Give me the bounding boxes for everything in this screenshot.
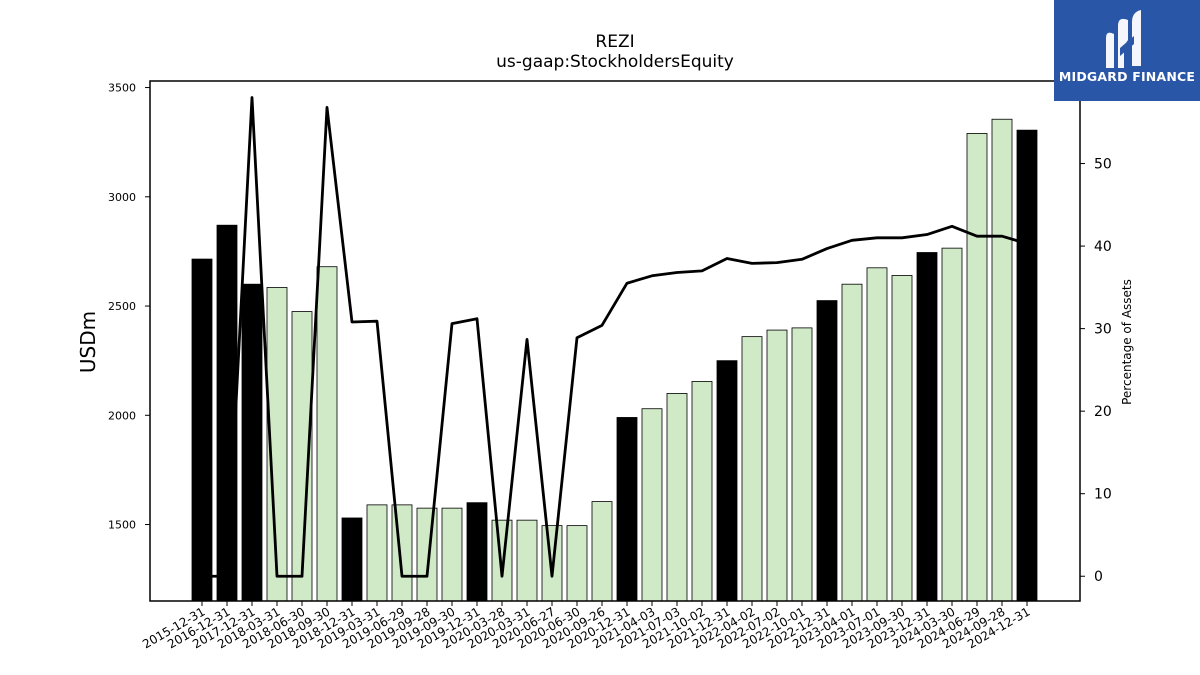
y-tick-label: 3000 [108, 191, 136, 204]
y2-tick-label: 10 [1094, 487, 1112, 503]
midgard-finance-logo: MIDGARD FINANCE [1054, 0, 1200, 101]
bar-2024-03-30 [941, 247, 963, 602]
y2-tick-label: 20 [1094, 404, 1112, 420]
y-tick-label: 3500 [108, 82, 136, 95]
bar-2018-09-30 [316, 266, 338, 602]
y-tick-label: 1500 [108, 519, 136, 532]
y2-tick-label: 50 [1094, 157, 1112, 173]
bar-2019-09-28 [416, 507, 438, 602]
y2-tick-label: 30 [1094, 322, 1112, 338]
chart-subtitle: us-gaap:StockholdersEquity [496, 52, 734, 72]
axes [149, 80, 1081, 602]
percentage-line [202, 96, 1028, 578]
bar-2023-04-01 [841, 283, 863, 602]
y-axis-right-ticks: 0 10 20 30 40 50 [1080, 157, 1112, 585]
logo-mark-icon [1106, 10, 1141, 68]
bar-2022-10-01 [791, 327, 813, 602]
percentage-line-series [202, 96, 1028, 578]
bar-2022-07-02 [766, 329, 788, 602]
bar-2023-09-30 [891, 275, 913, 602]
bar-2016-12-31 [216, 224, 238, 602]
bar-2019-09-30 [441, 507, 463, 602]
plot-frame [149, 80, 1081, 602]
bar-2021-10-02 [691, 381, 713, 602]
bar-2020-03-31 [516, 519, 538, 602]
bar-2022-12-31 [816, 300, 838, 602]
y2-tick-label: 40 [1094, 239, 1112, 255]
bar-2019-03-31 [366, 504, 388, 602]
y-tick-label: 2500 [108, 300, 136, 313]
bar-2018-12-31 [341, 517, 363, 602]
bar-2020-06-30 [566, 525, 588, 602]
logo-text: MIDGARD FINANCE [1058, 69, 1196, 84]
bar-2022-04-02 [741, 336, 763, 602]
bar-2017-12-31 [241, 283, 263, 602]
bar-2023-07-01 [866, 267, 888, 602]
bar-2023-12-31 [916, 252, 938, 602]
y-axis-left-ticks: 1500 2000 2500 3000 3500 [108, 82, 150, 532]
bar-2020-03-28 [491, 519, 513, 602]
bar-series [191, 118, 1038, 602]
bar-2024-06-29 [966, 133, 988, 602]
bar-2021-07-03 [666, 393, 688, 602]
bar-2021-04-03 [641, 408, 663, 602]
y-axis-label: USDm [76, 310, 100, 374]
x-axis-ticks: 2015-12-312016-12-312017-12-312018-03-31… [140, 601, 1033, 651]
bar-2024-12-31 [1016, 129, 1038, 602]
y2-tick-label: 0 [1094, 569, 1103, 585]
bar-2019-12-31 [466, 502, 488, 602]
chart-title: REZI [595, 32, 635, 52]
bar-2024-09-28 [991, 118, 1013, 602]
bar-2021-12-31 [716, 360, 738, 602]
bar-2020-12-31 [616, 417, 638, 602]
bar-2015-12-31 [191, 258, 213, 602]
bar-2019-06-29 [391, 504, 413, 602]
bar-2020-09-26 [591, 501, 613, 602]
y-tick-label: 2000 [108, 409, 136, 422]
y2-axis-label: Percentage of Assets [1120, 279, 1134, 405]
